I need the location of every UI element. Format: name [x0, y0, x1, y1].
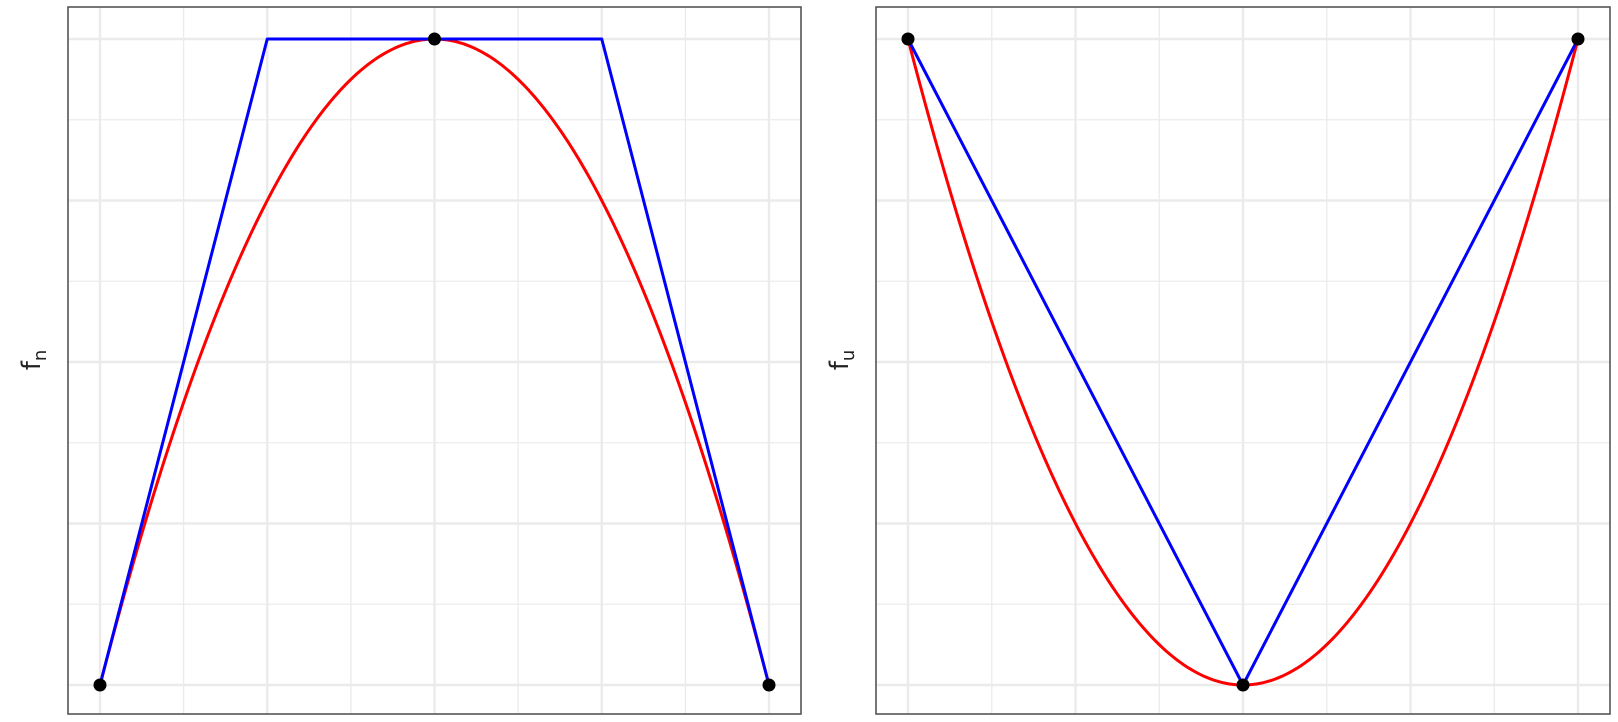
left-y-axis-label-subscript: n: [30, 350, 51, 361]
right-y-axis-label-subscript: u: [838, 350, 859, 361]
left-y-axis-label: fn: [17, 350, 51, 371]
left-y-axis-label-main: f: [17, 360, 47, 370]
left-plot-border: [67, 6, 802, 715]
right-y-axis-label-main: f: [825, 360, 855, 370]
data-point: [1571, 32, 1585, 46]
right-data-points: [901, 32, 1585, 692]
left-data-points: [93, 32, 776, 692]
right-panel: fu: [825, 6, 1611, 715]
right-y-axis-label: fu: [825, 350, 859, 371]
data-point: [1236, 678, 1250, 692]
data-point: [93, 678, 107, 692]
data-point: [901, 32, 915, 46]
data-point: [762, 678, 776, 692]
left-panel: fn: [17, 6, 802, 715]
right-gridlines: [876, 7, 1610, 714]
data-point: [428, 32, 441, 46]
right-plot-border: [875, 6, 1611, 715]
